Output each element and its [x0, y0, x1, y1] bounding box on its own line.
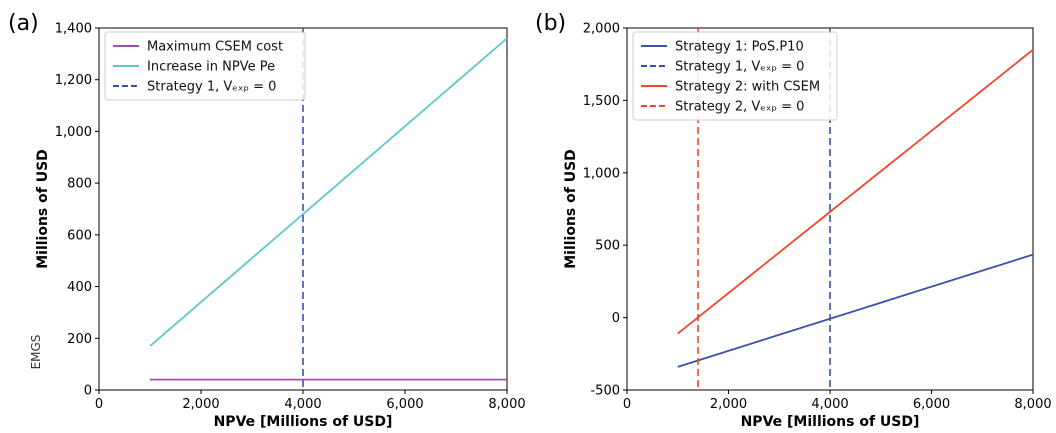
- watermark-text: EMGS: [29, 335, 43, 370]
- y-tick-label: 400: [67, 280, 92, 295]
- x-tick-label: 0: [623, 397, 631, 412]
- x-tick-label: 8,000: [488, 397, 525, 412]
- series-line: [149, 37, 508, 347]
- series-line: [677, 49, 1034, 335]
- legend-label: Strategy 2, Vₑₓₚ = 0: [675, 100, 804, 115]
- y-tick-label: 1,200: [55, 73, 92, 88]
- legend-label: Strategy 1, Vₑₓₚ = 0: [147, 80, 276, 95]
- legend-label: Maximum CSEM cost: [147, 40, 283, 55]
- y-tick-label: 2,000: [583, 22, 620, 37]
- legend-box: [632, 31, 838, 121]
- x-tick-label: 0: [95, 397, 103, 412]
- y-tick-label: 1,500: [583, 94, 620, 109]
- legend-label: Strategy 2: with CSEM: [675, 80, 820, 95]
- legend-label: Strategy 1: PoS.P10: [675, 40, 804, 55]
- y-tick-label: 800: [67, 177, 92, 192]
- y-tick-label: 1,400: [55, 22, 92, 37]
- y-tick-label: 1,000: [55, 125, 92, 140]
- x-tick-label: 4,000: [284, 397, 321, 412]
- legend-label: Increase in NPVe Pe: [147, 60, 275, 75]
- x-axis-label: NPVe [Millions of USD]: [741, 414, 920, 430]
- x-tick-label: 6,000: [386, 397, 423, 412]
- chart-panel-a: 0 200 400 600 800 1,000 1,200 1,400 0 2,000 4,000 6…: [8, 11, 526, 430]
- x-tick-label: 2,000: [710, 397, 747, 412]
- y-tick-label: 0: [84, 384, 92, 399]
- x-tick-label: 4,000: [811, 397, 848, 412]
- y-axis-label: Millions of USD: [35, 149, 51, 269]
- x-tick-label: 2,000: [182, 397, 219, 412]
- y-tick-label: 600: [67, 228, 92, 243]
- x-tick-label: 6,000: [913, 397, 950, 412]
- y-tick-label: 1,000: [583, 166, 620, 181]
- y-tick-label: 200: [67, 332, 92, 347]
- x-axis-label: NPVe [Millions of USD]: [214, 414, 393, 430]
- y-tick-label: -500: [590, 384, 620, 399]
- x-tick-label: 8,000: [1014, 397, 1051, 412]
- y-axis-label: Millions of USD: [563, 149, 579, 269]
- panel-label: (b): [535, 11, 566, 36]
- panel-label: (a): [8, 11, 39, 36]
- legend-label: Strategy 1, Vₑₓₚ = 0: [675, 60, 804, 75]
- series-line: [677, 253, 1034, 368]
- y-tick-label: 500: [595, 239, 620, 254]
- legend-box: [104, 31, 306, 101]
- y-tick-label: 0: [612, 311, 620, 326]
